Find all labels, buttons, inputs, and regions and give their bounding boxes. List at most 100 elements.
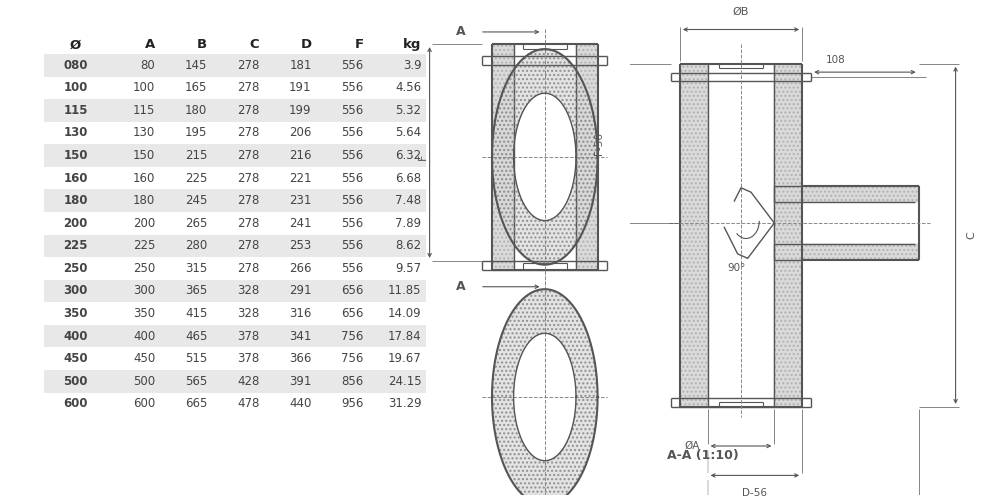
Text: 350: 350 [133,307,155,320]
Text: 130: 130 [133,126,155,140]
Bar [44,190,426,212]
Text: 6.68: 6.68 [395,172,422,184]
Text: 315: 315 [185,262,207,275]
Text: 656: 656 [341,307,364,320]
Bar [44,144,426,167]
Text: 278: 278 [237,194,259,207]
Text: 200: 200 [63,217,88,230]
Text: 241: 241 [289,217,312,230]
Text: 195: 195 [185,126,207,140]
Bar [44,54,426,76]
Text: 160: 160 [133,172,155,184]
Text: 556: 556 [341,172,364,184]
Text: 366: 366 [289,352,312,365]
Polygon shape [576,44,598,270]
Polygon shape [774,64,802,407]
Text: 756: 756 [341,352,364,365]
Text: 108: 108 [826,55,846,65]
Text: 515: 515 [185,352,207,365]
Text: 600: 600 [133,398,155,410]
Text: D-56: D-56 [742,488,767,498]
Text: 278: 278 [237,240,259,252]
Text: 556: 556 [341,262,364,275]
Text: 428: 428 [237,375,259,388]
Polygon shape [802,244,919,260]
Text: F-56: F-56 [594,132,604,155]
Bar [44,280,426,302]
Text: 17.84: 17.84 [388,330,422,342]
Text: 556: 556 [341,149,364,162]
Polygon shape [680,64,708,407]
Text: 500: 500 [63,375,88,388]
Text: 956: 956 [341,398,364,410]
Text: C: C [967,232,977,239]
Text: 24.15: 24.15 [388,375,422,388]
Bar [44,99,426,122]
Text: Ø: Ø [70,38,81,52]
Text: 6.32: 6.32 [395,149,422,162]
Text: 4.56: 4.56 [395,82,422,94]
Text: 5.32: 5.32 [396,104,422,117]
Text: 191: 191 [289,82,312,94]
Bar [680,64,708,407]
Bar [492,44,514,270]
Text: 225: 225 [133,240,155,252]
Text: kg: kg [403,38,422,52]
Text: 278: 278 [237,217,259,230]
Text: 215: 215 [185,149,207,162]
Text: 556: 556 [341,104,364,117]
Text: 350: 350 [63,307,88,320]
Text: 400: 400 [63,330,88,342]
Text: 278: 278 [237,104,259,117]
Text: 31.29: 31.29 [388,398,422,410]
Text: D: D [300,38,312,52]
Text: 221: 221 [289,172,312,184]
Text: 278: 278 [237,149,259,162]
Text: 11.85: 11.85 [388,284,422,298]
Text: 341: 341 [289,330,312,342]
Text: 180: 180 [63,194,88,207]
Text: 180: 180 [185,104,207,117]
Text: 200: 200 [133,217,155,230]
Text: 266: 266 [289,262,312,275]
Text: 278: 278 [237,262,259,275]
Text: 450: 450 [63,352,88,365]
Text: 100: 100 [63,82,88,94]
Text: 400: 400 [133,330,155,342]
Text: 278: 278 [237,82,259,94]
Bar [44,234,426,257]
Bar [44,370,426,392]
Text: 278: 278 [237,172,259,184]
Text: 556: 556 [341,194,364,207]
Text: 556: 556 [341,240,364,252]
Text: 5.64: 5.64 [395,126,422,140]
Text: 440: 440 [289,398,312,410]
Text: 165: 165 [185,82,207,94]
Text: 100: 100 [133,82,155,94]
Text: 130: 130 [63,126,88,140]
Text: 300: 300 [133,284,155,298]
Bar [802,244,919,260]
Text: 378: 378 [237,352,259,365]
Text: 278: 278 [237,126,259,140]
Text: 665: 665 [185,398,207,410]
Text: 115: 115 [63,104,88,117]
Text: A: A [456,280,466,293]
Text: 080: 080 [63,59,88,72]
Text: 253: 253 [289,240,312,252]
Text: 278: 278 [237,59,259,72]
Text: C: C [250,38,259,52]
Text: B: B [197,38,207,52]
Bar [44,325,426,347]
Text: 231: 231 [289,194,312,207]
Text: 856: 856 [341,375,364,388]
Polygon shape [492,44,514,270]
Text: 115: 115 [133,104,155,117]
Text: 7.48: 7.48 [395,194,422,207]
Text: 291: 291 [289,284,312,298]
Text: 19.67: 19.67 [388,352,422,365]
Text: 7.89: 7.89 [395,217,422,230]
Text: 300: 300 [63,284,88,298]
Text: 145: 145 [185,59,207,72]
Text: 150: 150 [133,149,155,162]
